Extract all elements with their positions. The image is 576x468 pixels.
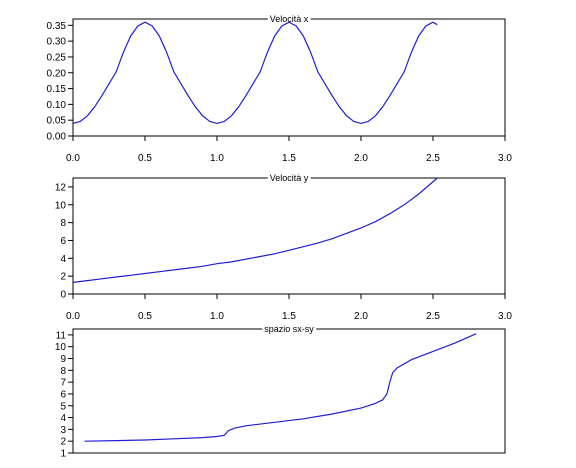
- x-tick-label: 2.0: [354, 311, 368, 322]
- y-tick-label: 0.10: [47, 100, 67, 111]
- y-tick-label: 6: [60, 236, 66, 247]
- y-tick-label: 3: [60, 425, 66, 436]
- y-tick-label: 8: [60, 366, 66, 377]
- x-tick-label: 2.0: [354, 153, 368, 164]
- y-tick-label: 4: [60, 413, 66, 424]
- y-tick-label: 8: [60, 218, 66, 229]
- x-tick-label: 1.0: [210, 311, 224, 322]
- x-tick-label: 0.0: [66, 311, 80, 322]
- x-tick-label: 2.5: [426, 153, 440, 164]
- y-tick-label: 0.05: [47, 116, 67, 127]
- x-tick-label: 0.5: [138, 311, 152, 322]
- y-tick-label: 0.15: [47, 84, 67, 95]
- y-tick-label: 2: [60, 272, 66, 283]
- x-tick-label: 3.0: [498, 311, 512, 322]
- x-tick-label: 3.0: [498, 153, 512, 164]
- plot-frame: [72, 177, 506, 295]
- y-tick-label: 2: [60, 437, 66, 448]
- y-tick-label: 12: [55, 182, 67, 193]
- y-tick-label: 7: [60, 378, 66, 389]
- y-tick-label: 5: [60, 401, 66, 412]
- x-tick-label: 1.0: [210, 153, 224, 164]
- y-tick-label: 0.20: [47, 68, 67, 79]
- y-tick-label: 0.25: [47, 52, 67, 63]
- y-tick-label: 10: [55, 200, 67, 211]
- title-gap: [262, 327, 317, 331]
- chart-title: spazio sx-sy: [264, 324, 314, 334]
- x-tick-label: 1.5: [282, 311, 296, 322]
- chart-panel-2: Velocità y 0 2 4 6 8 10 12 0.0 0.5 1.0 1.5 2.0 2.5 3.0: [55, 173, 513, 322]
- y-tick-label: 0.35: [47, 21, 67, 32]
- y-tick-label: 0.00: [47, 132, 67, 143]
- x-tick-label: 0.5: [138, 153, 152, 164]
- y-tick-label: 9: [60, 354, 66, 365]
- y-tick-label: 0: [60, 290, 66, 301]
- title-gap: [267, 17, 311, 21]
- plot-frame: [72, 18, 506, 137]
- chart-panel-1: Velocità x 0.00 0.05 0.10 0.15 0.20 0.25 0.30 0.…: [47, 14, 513, 164]
- y-tick-label: 4: [60, 254, 66, 265]
- y-tick-label: 10: [55, 342, 67, 353]
- x-tick-label: 0.0: [66, 153, 80, 164]
- plot-frame: [72, 328, 506, 454]
- x-tick-label: 1.5: [282, 153, 296, 164]
- chart-title: Velocità x: [270, 14, 309, 24]
- title-gap: [267, 176, 311, 180]
- y-tick-label: 11: [56, 330, 67, 341]
- chart-title: Velocità y: [270, 173, 309, 183]
- x-tick-label: 2.5: [426, 311, 440, 322]
- series-line-1: [72, 21, 438, 125]
- series-line-1: [72, 177, 438, 283]
- y-tick-label: 0.30: [47, 37, 67, 48]
- y-tick-label: 1: [60, 449, 66, 460]
- y-tick-label: 6: [60, 389, 66, 400]
- series-line-1: [84, 333, 477, 442]
